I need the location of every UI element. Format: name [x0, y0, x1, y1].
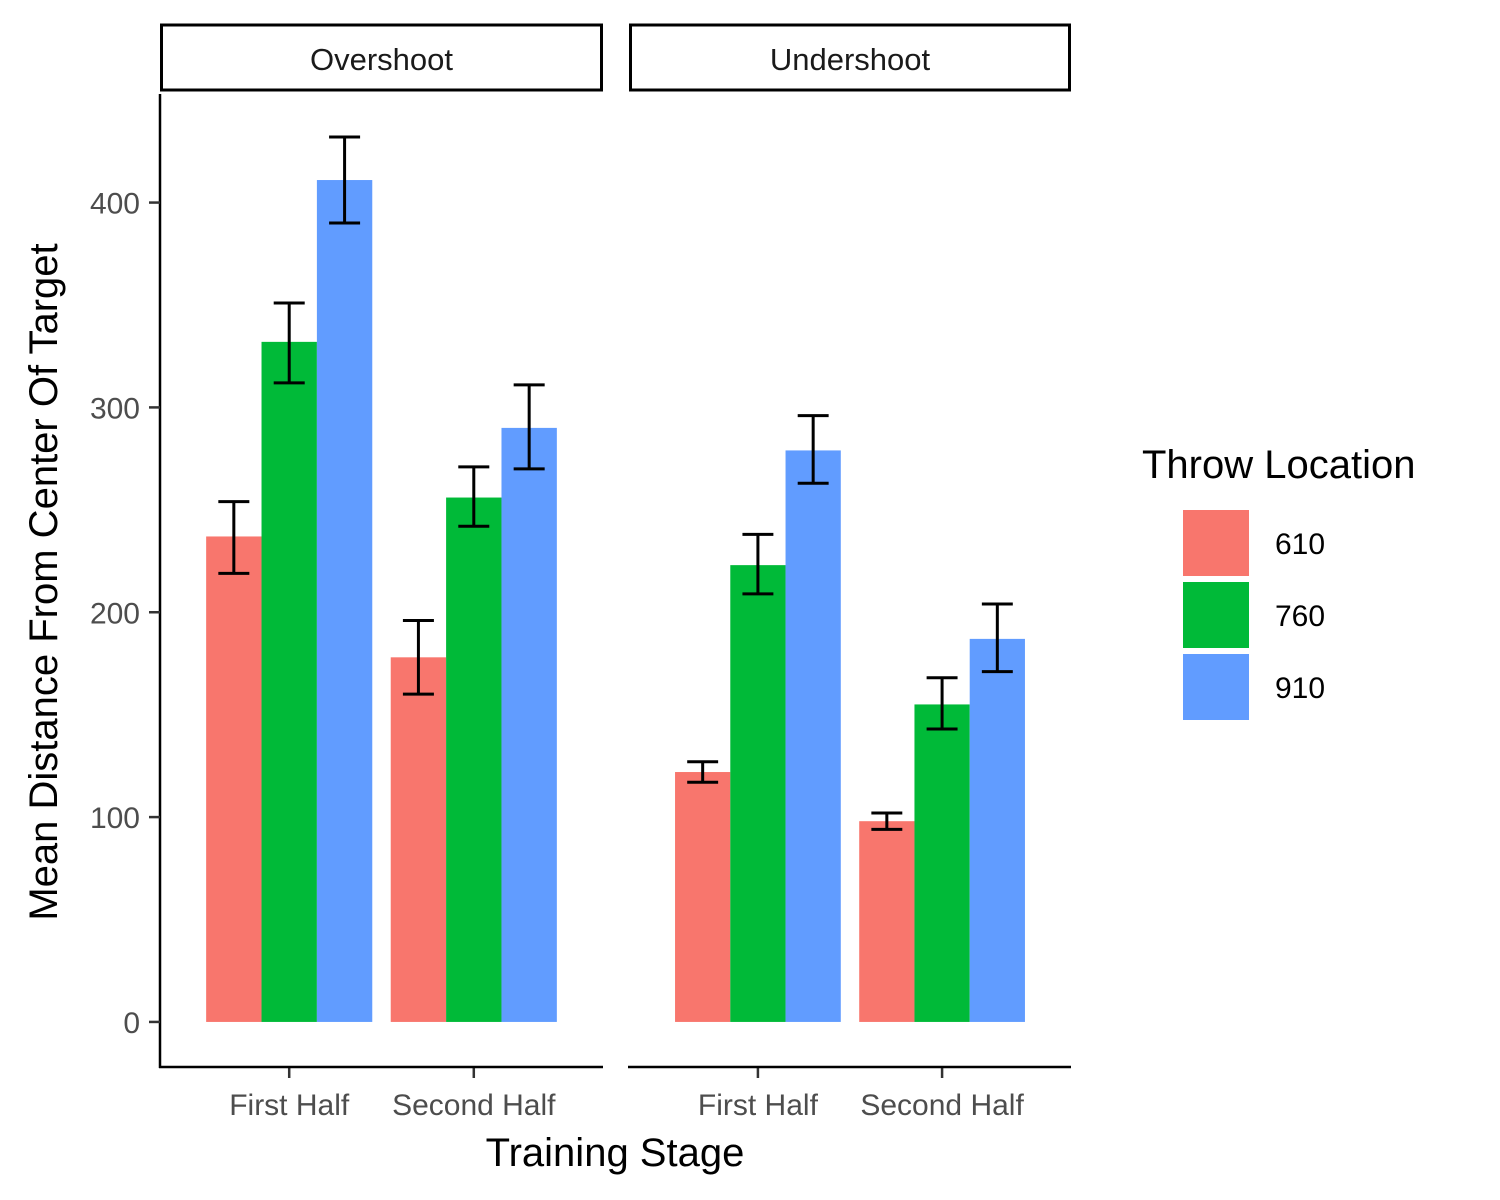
facet-panel-overshoot: Overshoot First Half Second Half: [159, 23, 603, 1122]
legend-label: 610: [1275, 528, 1325, 561]
legend-item-910: 910: [1183, 654, 1325, 720]
legend-items: 610 760 910: [1183, 510, 1325, 720]
y-axis: 0 100 200 300 400: [90, 94, 162, 1068]
facet-strip-label: Overshoot: [310, 42, 453, 77]
x-tick-label: Second Half: [860, 1089, 1024, 1122]
bar: [390, 657, 447, 1022]
facet-strip: [160, 23, 603, 92]
bar: [785, 450, 841, 1022]
legend-swatch: [1183, 654, 1249, 720]
bar: [914, 704, 970, 1022]
x-axis-title: Training Stage: [486, 1131, 745, 1175]
bar: [675, 772, 731, 1022]
x-tick-label: First Half: [229, 1089, 350, 1122]
bar: [501, 427, 557, 1022]
legend-item-760: 760: [1183, 582, 1325, 648]
facet-strip-label: Undershoot: [770, 42, 931, 77]
bar: [969, 638, 1025, 1022]
legend-item-610: 610: [1183, 510, 1325, 576]
legend-title: Throw Location: [1142, 443, 1415, 487]
facet-panel-undershoot: Undershoot First Half Second Half: [628, 23, 1071, 1122]
bar: [206, 536, 262, 1022]
legend-label: 760: [1275, 600, 1325, 633]
legend: Throw Location 610 760 910: [1142, 443, 1415, 720]
legend-swatch: [1183, 582, 1249, 648]
y-tick-label: 200: [90, 597, 140, 630]
x-tick-label: First Half: [698, 1089, 819, 1122]
bar: [446, 497, 502, 1022]
y-tick-label: 100: [90, 802, 140, 835]
bar: [316, 180, 373, 1022]
bar: [859, 821, 915, 1022]
x-tick-label: Second Half: [392, 1089, 556, 1122]
y-tick-label: 0: [123, 1007, 140, 1040]
bar: [261, 341, 317, 1022]
legend-label: 910: [1275, 672, 1325, 705]
legend-swatch: [1183, 510, 1249, 576]
y-tick-label: 400: [90, 188, 140, 221]
bar: [730, 565, 786, 1022]
y-axis-title: Mean Distance From Center Of Target: [22, 243, 66, 920]
y-tick-label: 300: [90, 392, 140, 425]
facet-strip: [629, 23, 1071, 92]
